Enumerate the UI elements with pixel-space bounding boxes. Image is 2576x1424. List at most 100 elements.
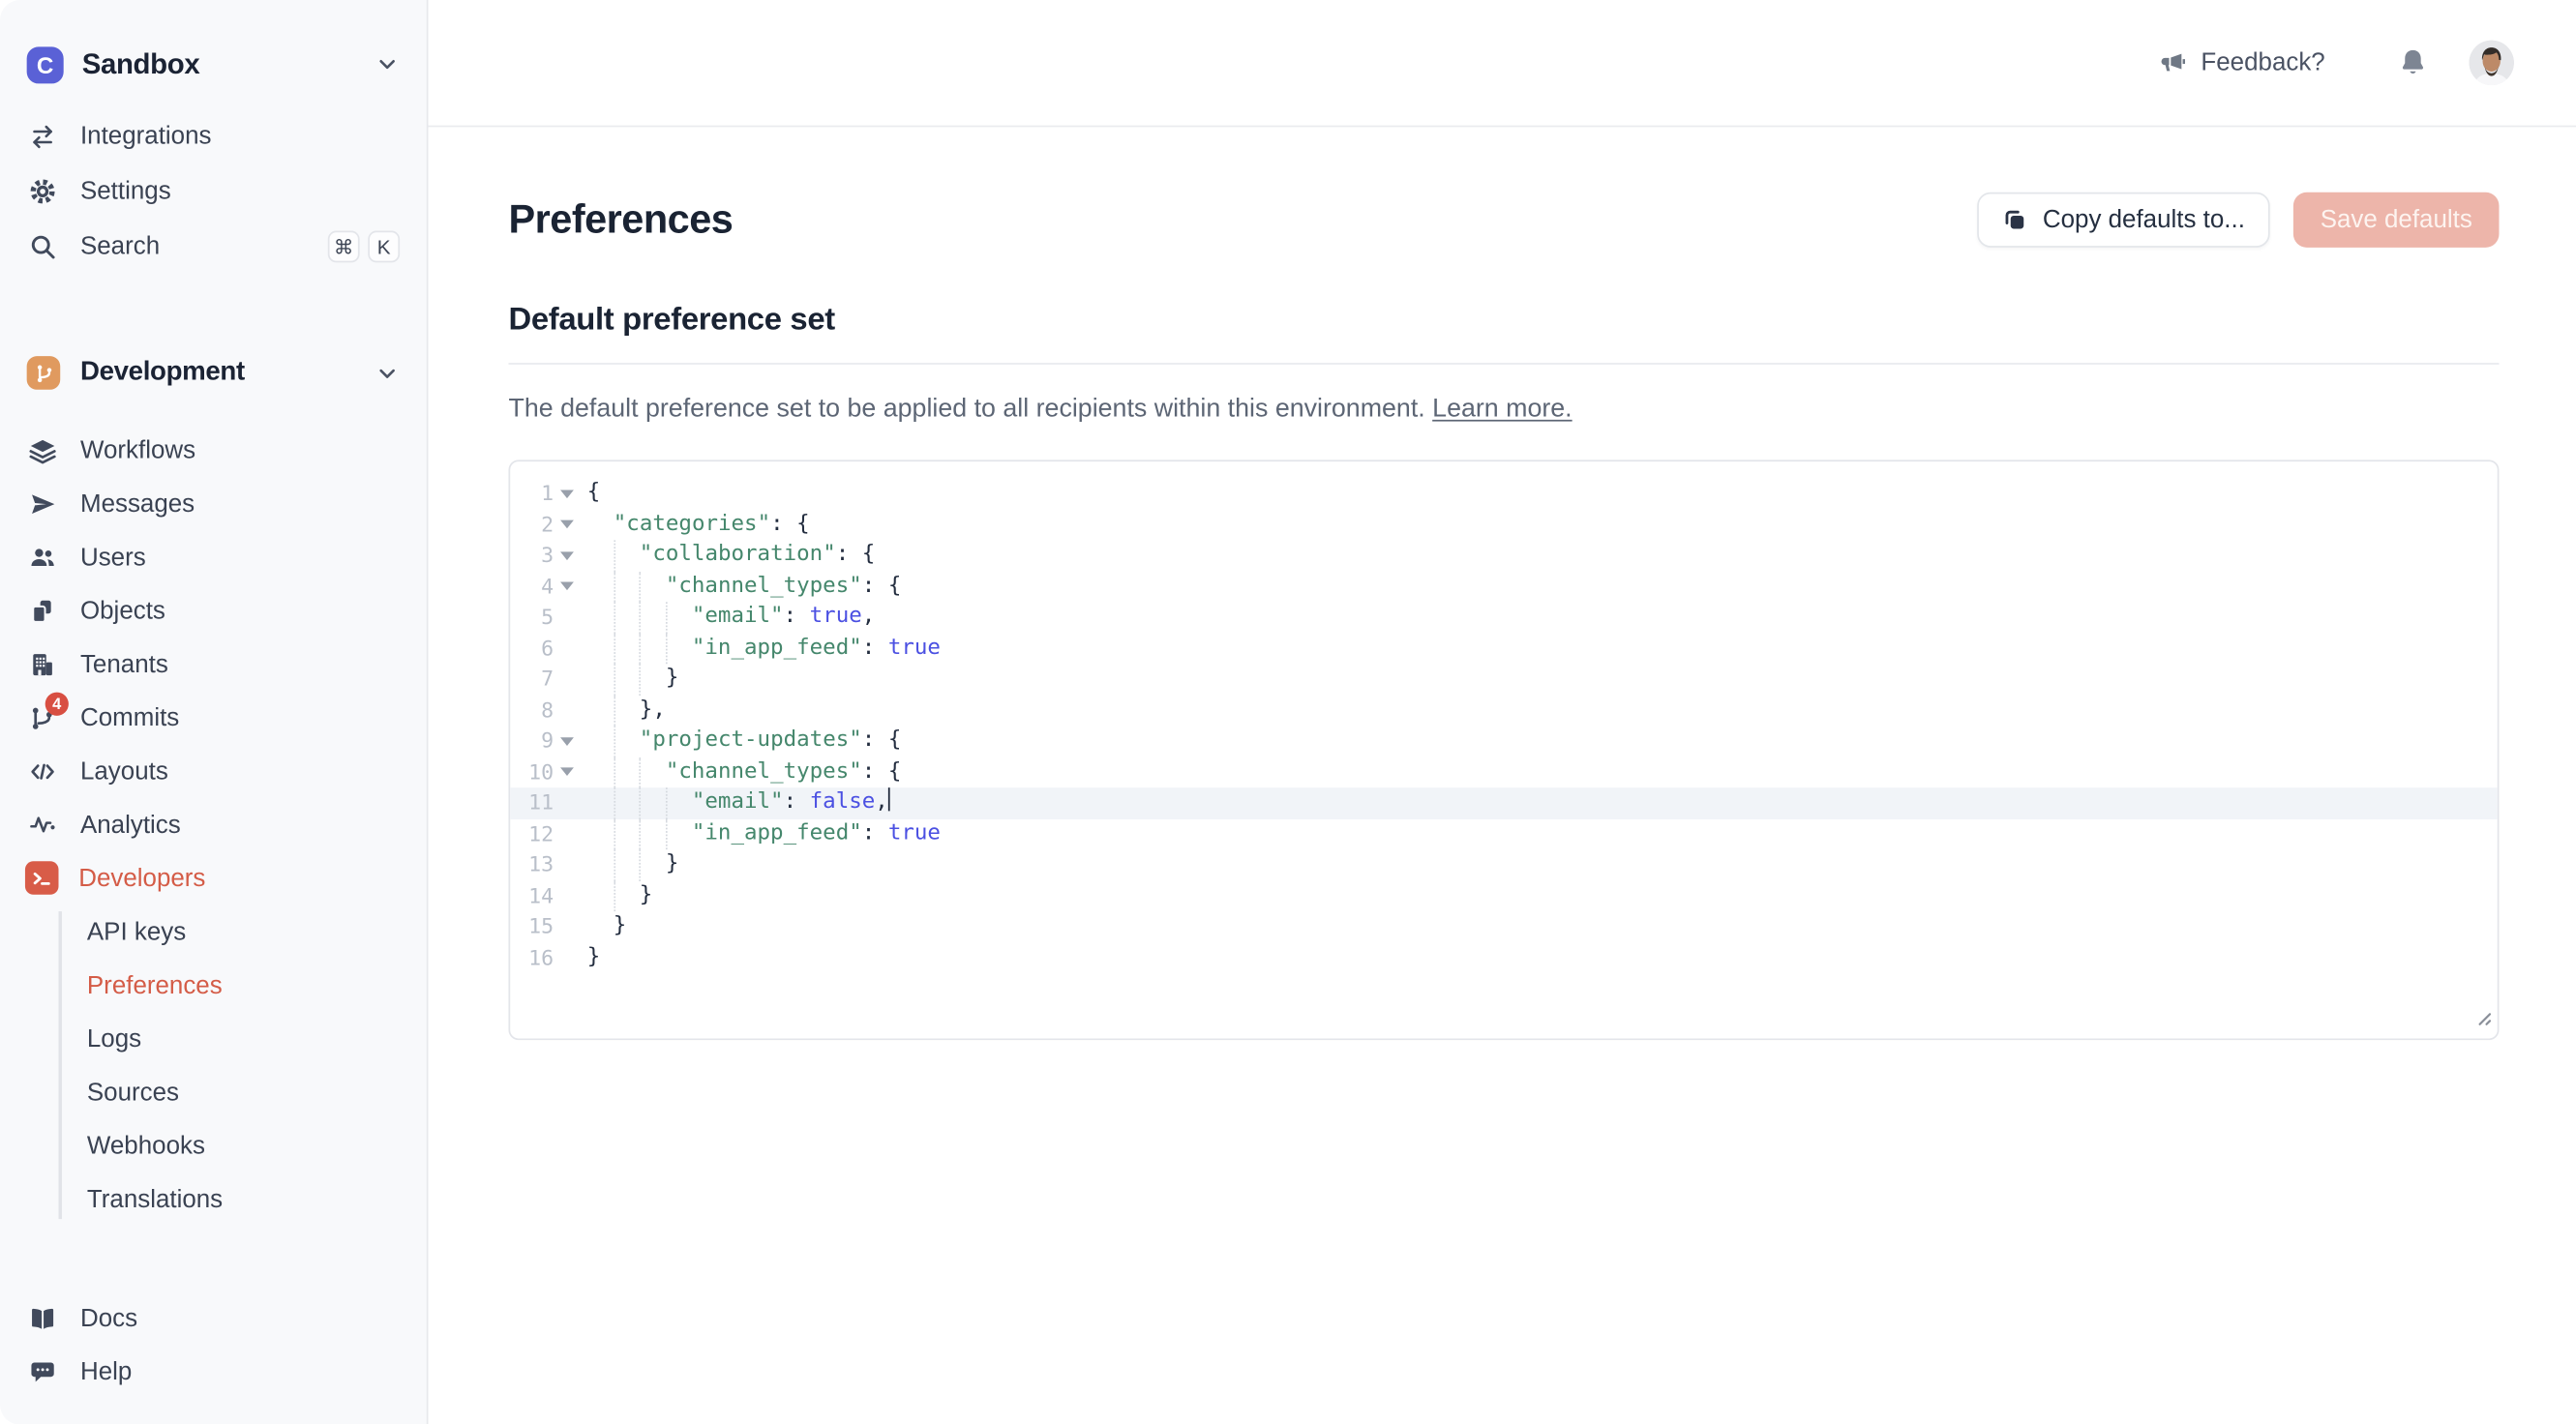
code-line[interactable]: 11 "email": false, xyxy=(510,787,2498,819)
code-line[interactable]: 13} xyxy=(510,849,2498,881)
environment-switcher[interactable]: Development xyxy=(26,344,400,401)
sidebar-item-translations[interactable]: Translations xyxy=(0,1172,427,1226)
code-line[interactable]: 10 "channel_types": { xyxy=(510,756,2498,788)
feedback-button[interactable]: Feedback? xyxy=(2157,48,2325,77)
sidebar-item-layouts[interactable]: Layouts xyxy=(0,744,427,797)
fold-gutter xyxy=(554,942,581,973)
fold-marker-icon[interactable] xyxy=(554,478,581,509)
code-text: "in_app_feed": true xyxy=(581,633,941,665)
sidebar-item-users[interactable]: Users xyxy=(0,530,427,583)
resize-handle-icon[interactable] xyxy=(2472,1007,2493,1034)
workspace-name: Sandbox xyxy=(81,47,200,80)
sidebar-top-nav: Integrations Settings Search ⌘ K xyxy=(0,108,427,274)
copy-defaults-label: Copy defaults to... xyxy=(2042,205,2245,234)
fold-gutter xyxy=(554,664,581,695)
sidebar-item-webhooks[interactable]: Webhooks xyxy=(0,1118,427,1172)
sidebar-item-search[interactable]: Search ⌘ K xyxy=(0,219,427,274)
section-divider xyxy=(508,363,2500,365)
fold-gutter xyxy=(554,695,581,726)
git-commits-icon: 4 xyxy=(27,692,69,732)
line-number: 13 xyxy=(528,850,554,876)
sidebar-item-integrations[interactable]: Integrations xyxy=(0,108,427,163)
copy-defaults-button[interactable]: Copy defaults to... xyxy=(1977,192,2270,248)
save-defaults-label: Save defaults xyxy=(2320,205,2472,234)
search-icon xyxy=(27,231,57,261)
sidebar-item-label: Search xyxy=(79,232,161,261)
sidebar-item-logs[interactable]: Logs xyxy=(0,1012,427,1065)
json-editor[interactable]: 1{2 "categories": {3 "collaboration": {4 "c… xyxy=(508,460,2500,1041)
sidebar-item-label: Help xyxy=(79,1357,133,1386)
sidebar-item-label: Preferences xyxy=(86,970,223,999)
sidebar-item-preferences[interactable]: Preferences xyxy=(0,958,427,1011)
sidebar-item-analytics[interactable]: Analytics xyxy=(0,798,427,851)
code-text: { xyxy=(586,480,601,506)
developers-subnav: API keys Preferences Logs Sources Webhoo… xyxy=(0,905,427,1226)
code-text: }, xyxy=(581,695,666,727)
code-line[interactable]: 4 "channel_types": { xyxy=(510,571,2498,603)
workspace-switcher[interactable]: C Sandbox xyxy=(26,45,400,84)
code-line[interactable]: 9 "project-updates": { xyxy=(510,726,2498,757)
documents-icon xyxy=(27,595,57,625)
line-number: 1 xyxy=(541,480,554,506)
code-brackets-icon xyxy=(27,756,57,786)
code-text: "channel_types": { xyxy=(581,571,901,603)
sidebar-item-messages[interactable]: Messages xyxy=(0,477,427,530)
fold-marker-icon[interactable] xyxy=(554,756,581,787)
fold-marker-icon[interactable] xyxy=(554,571,581,602)
environment-icon xyxy=(26,356,61,390)
code-line[interactable]: 3 "collaboration": { xyxy=(510,540,2498,572)
line-number: 12 xyxy=(528,819,554,846)
line-number: 16 xyxy=(528,943,554,969)
code-line[interactable]: 5 "email": true, xyxy=(510,602,2498,634)
code-line[interactable]: 8}, xyxy=(510,695,2498,727)
sidebar-item-label: Docs xyxy=(79,1304,138,1333)
learn-more-link[interactable]: Learn more. xyxy=(1432,394,1573,424)
sidebar-item-settings[interactable]: Settings xyxy=(0,163,427,219)
sidebar-item-tenants[interactable]: Tenants xyxy=(0,638,427,691)
code-line[interactable]: 7} xyxy=(510,664,2498,696)
fold-gutter xyxy=(554,633,581,664)
code-line[interactable]: 15} xyxy=(510,911,2498,942)
sidebar-item-api-keys[interactable]: API keys xyxy=(0,905,427,958)
code-line[interactable]: 1{ xyxy=(510,478,2498,509)
fold-gutter xyxy=(554,787,581,818)
code-text: } xyxy=(613,912,627,938)
sidebar-item-workflows[interactable]: Workflows xyxy=(0,423,427,476)
fold-gutter xyxy=(554,849,581,880)
sidebar-item-sources[interactable]: Sources xyxy=(0,1065,427,1118)
code-text: } xyxy=(586,943,601,969)
save-defaults-button[interactable]: Save defaults xyxy=(2293,192,2500,248)
sidebar-item-objects[interactable]: Objects xyxy=(0,583,427,637)
sidebar-item-developers[interactable]: Developers xyxy=(0,851,427,905)
code-line[interactable]: 6 "in_app_feed": true xyxy=(510,633,2498,665)
sidebar-item-commits[interactable]: 4 Commits xyxy=(0,691,427,744)
code-line[interactable]: 2 "categories": { xyxy=(510,509,2498,540)
bell-icon[interactable] xyxy=(2397,46,2429,78)
fold-marker-icon[interactable] xyxy=(554,540,581,571)
user-avatar[interactable] xyxy=(2469,40,2515,86)
sidebar-item-help[interactable]: Help xyxy=(0,1346,427,1399)
line-number: 8 xyxy=(541,696,554,722)
paper-plane-icon xyxy=(27,489,57,519)
code-line[interactable]: 14} xyxy=(510,880,2498,912)
sidebar-item-label: Developers xyxy=(78,863,206,893)
sidebar-env-nav: Workflows Messages Users Objects xyxy=(0,423,427,905)
chat-bubble-icon xyxy=(27,1357,57,1387)
code-line[interactable]: 12 "in_app_feed": true xyxy=(510,818,2498,850)
sidebar-item-label: Layouts xyxy=(79,756,168,786)
code-lines: 1{2 "categories": {3 "collaboration": {4 "c… xyxy=(510,478,2498,973)
fold-gutter xyxy=(554,880,581,911)
code-text: "email": true, xyxy=(581,602,875,634)
sidebar-item-label: Integrations xyxy=(79,122,212,151)
fold-marker-icon[interactable] xyxy=(554,509,581,540)
section-title: Default preference set xyxy=(508,302,835,339)
line-number: 4 xyxy=(541,573,554,598)
commits-count-badge: 4 xyxy=(45,692,69,716)
code-text: "categories": { xyxy=(613,511,810,537)
fold-marker-icon[interactable] xyxy=(554,726,581,756)
code-line[interactable]: 16} xyxy=(510,942,2498,973)
sidebar-item-docs[interactable]: Docs xyxy=(0,1291,427,1345)
layers-icon xyxy=(27,434,57,464)
environment-name: Development xyxy=(79,357,245,387)
